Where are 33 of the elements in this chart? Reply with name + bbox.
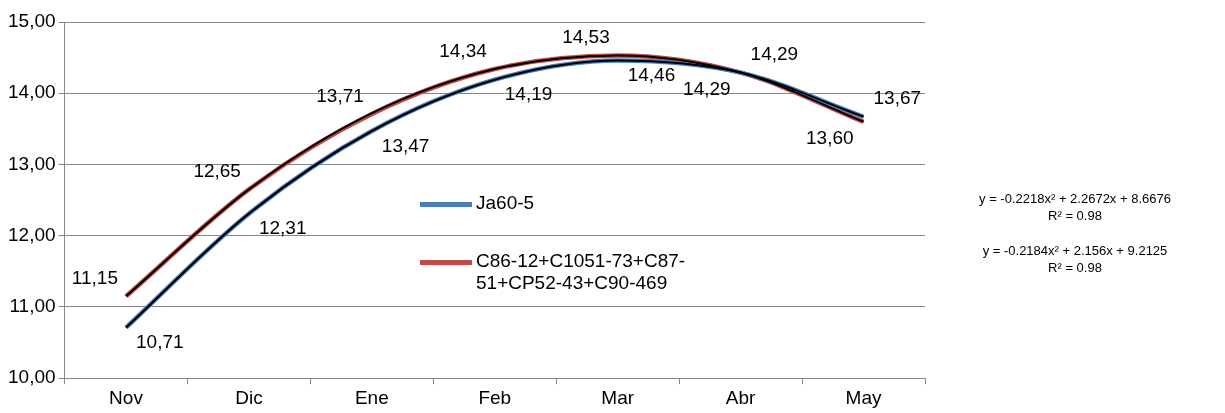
data-label: 14,29 xyxy=(683,78,731,100)
data-label: 12,31 xyxy=(258,217,307,239)
x-tick-label: Abr xyxy=(725,386,757,408)
data-label: 14,29 xyxy=(750,43,799,65)
x-tick-label: May xyxy=(845,386,882,408)
y-tick-label: 11,00 xyxy=(9,295,56,317)
data-label: 13,67 xyxy=(873,87,922,109)
data-label: 14,19 xyxy=(504,83,553,105)
data-label: 13,71 xyxy=(316,84,364,106)
y-tick-label: 10,00 xyxy=(8,366,56,388)
y-tick-label: 14,00 xyxy=(8,81,56,103)
data-label: 13,60 xyxy=(805,127,854,149)
text: R² = 0.98 xyxy=(1047,207,1103,224)
data-label: 10,71 xyxy=(136,331,184,353)
data-label: 13,47 xyxy=(381,134,430,156)
x-tick-label: Mar xyxy=(601,386,635,408)
legend-label: Ja60-5 xyxy=(476,192,536,214)
text: y = -0.2184x² + 2.156x + 9.2125 xyxy=(981,242,1169,259)
x-tick-label: Dic xyxy=(235,386,263,408)
data-label: 12,65 xyxy=(193,160,241,182)
text: y = -0.2218x² + 2.2672x + 8.6676 xyxy=(978,190,1172,207)
x-tick-label: Nov xyxy=(109,386,144,408)
y-tick-label: 15,00 xyxy=(8,10,56,32)
x-tick-label: Ene xyxy=(354,386,389,408)
legend-label: C86-12+C1051-73+C87-51+CP52-43+C90-469 xyxy=(476,250,687,294)
y-tick-label: 13,00 xyxy=(8,152,56,174)
data-label: 11,15 xyxy=(71,267,119,289)
data-label: 14,46 xyxy=(627,64,676,86)
text: R² = 0.98 xyxy=(1047,259,1103,276)
y-tick-label: 12,00 xyxy=(8,223,56,245)
data-label: 14,53 xyxy=(562,26,610,48)
data-label: 14,34 xyxy=(439,39,488,61)
x-tick-label: Feb xyxy=(478,386,512,408)
